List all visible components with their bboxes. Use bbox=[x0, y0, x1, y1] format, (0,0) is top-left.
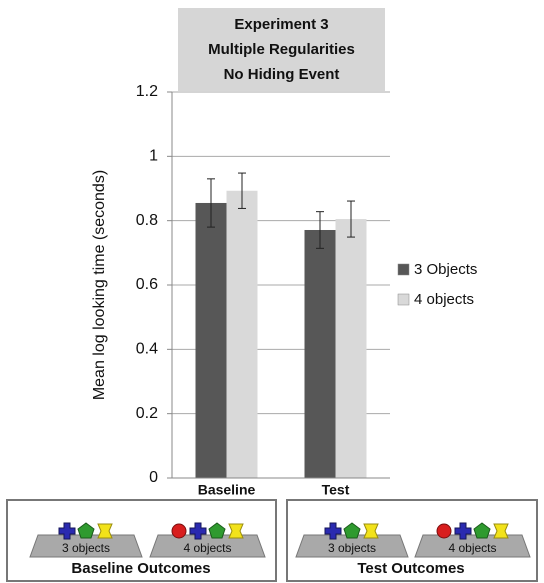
bar bbox=[305, 230, 336, 478]
bar bbox=[196, 203, 227, 478]
object-icon bbox=[437, 524, 451, 538]
object-icon bbox=[494, 524, 508, 538]
x-tick-label: Test bbox=[322, 482, 350, 498]
legend-swatch bbox=[398, 264, 409, 275]
y-tick-label: 1.2 bbox=[136, 83, 158, 100]
bar bbox=[227, 191, 258, 478]
object-icon bbox=[364, 524, 378, 538]
y-tick-label: 0.2 bbox=[136, 405, 158, 422]
object-icon bbox=[474, 523, 490, 538]
chart-title: Experiment 3 bbox=[234, 16, 328, 33]
y-tick-label: 0.6 bbox=[136, 276, 158, 293]
chart: Experiment 3 Multiple Regularities No Hi… bbox=[0, 0, 544, 583]
legend-label: 4 objects bbox=[414, 291, 474, 308]
object-icon bbox=[229, 524, 243, 538]
panel-title: Test Outcomes bbox=[357, 560, 464, 577]
panel-title: Baseline Outcomes bbox=[71, 560, 210, 577]
bar bbox=[336, 219, 367, 478]
platform-label: 4 objects bbox=[183, 541, 231, 555]
chart-title: No Hiding Event bbox=[224, 66, 340, 83]
object-icon bbox=[344, 523, 360, 538]
legend-label: 3 Objects bbox=[414, 261, 477, 278]
x-tick-label: Baseline bbox=[198, 482, 256, 498]
object-icon bbox=[209, 523, 225, 538]
object-icon bbox=[172, 524, 186, 538]
platform-label: 3 objects bbox=[62, 541, 110, 555]
y-tick-label: 0.4 bbox=[136, 341, 158, 358]
platform-label: 4 objects bbox=[448, 541, 496, 555]
y-axis-label: Mean log looking time (seconds) bbox=[91, 170, 108, 400]
y-tick-label: 1 bbox=[149, 148, 158, 165]
legend-swatch bbox=[398, 294, 409, 305]
y-tick-label: 0.8 bbox=[136, 212, 158, 229]
object-icon bbox=[98, 524, 112, 538]
object-icon bbox=[78, 523, 94, 538]
chart-title: Multiple Regularities bbox=[208, 41, 355, 58]
platform-label: 3 objects bbox=[328, 541, 376, 555]
y-tick-label: 0 bbox=[149, 469, 158, 486]
